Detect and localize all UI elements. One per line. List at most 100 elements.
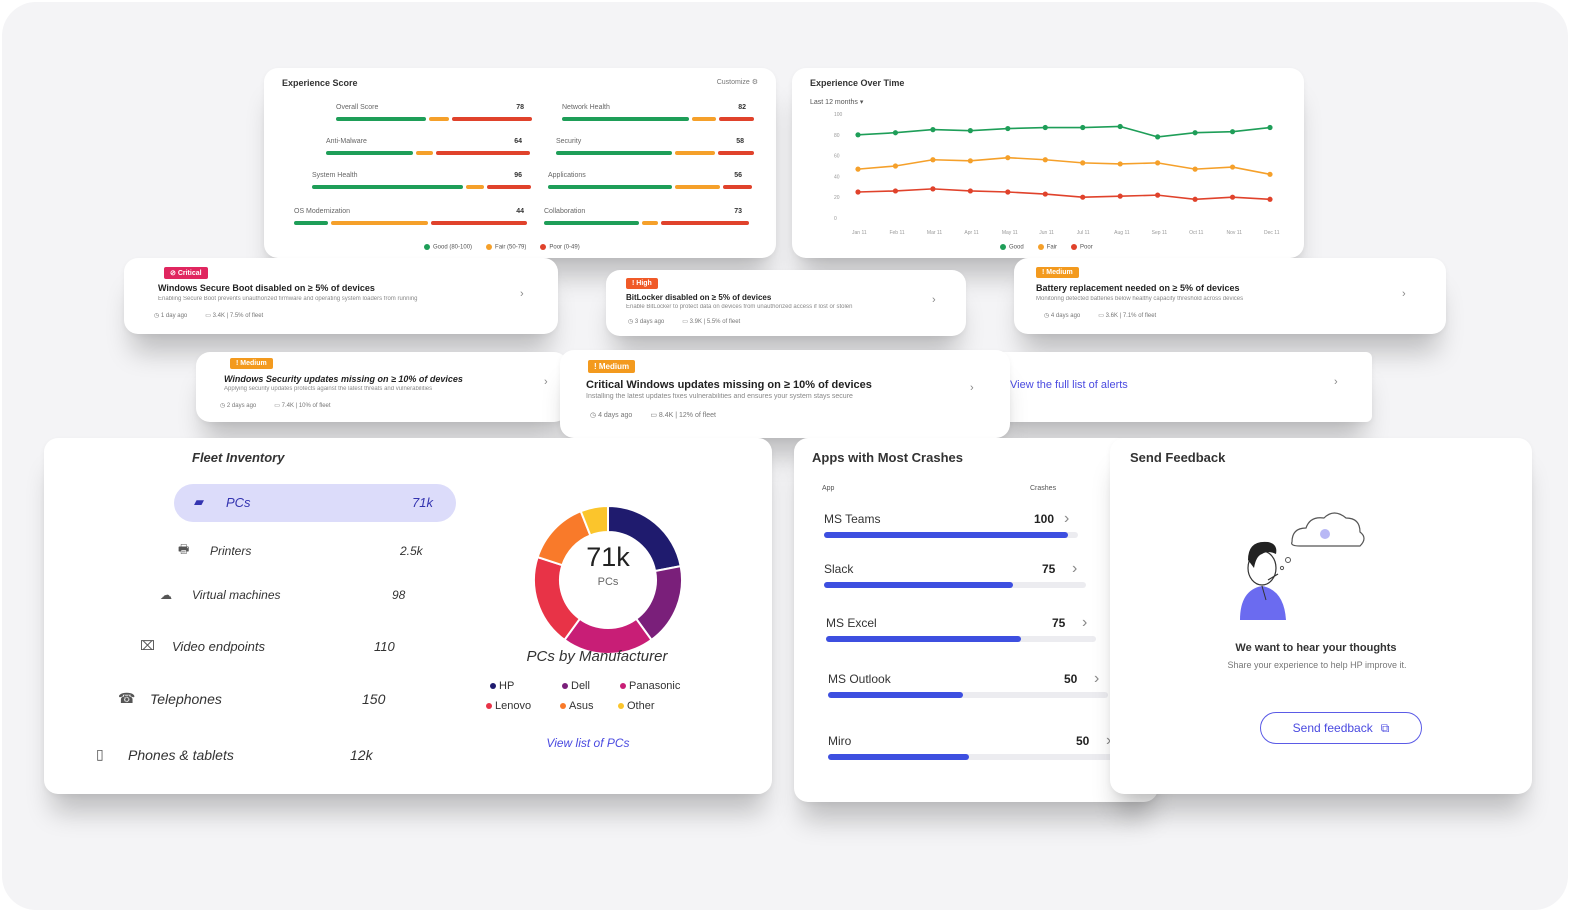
fleet-item-phones-tablets[interactable]: ▯ Phones & tablets 12k <box>96 746 373 763</box>
chevron-right-icon[interactable]: › <box>1082 614 1088 631</box>
alert-meta: ◷ 1 day ago ▭ 3.4K | 7.5% of fleet <box>154 312 263 319</box>
chevron-right-icon[interactable]: › <box>1064 510 1070 527</box>
severity-badge: ! Medium <box>230 358 273 369</box>
alert-title: Battery replacement needed on ≥ 5% of de… <box>1036 283 1240 293</box>
donut-center-value: 71k <box>586 542 630 572</box>
alert-time: ◷ 4 days ago <box>590 412 633 419</box>
app-name: MS Teams <box>824 512 881 526</box>
data-point-good <box>1042 124 1048 131</box>
alert-title: Windows Security updates missing on ≥ 10… <box>224 374 463 384</box>
series-line-good <box>857 125 1271 138</box>
metric-network-health[interactable]: Network Health 82 <box>562 104 758 128</box>
experience-over-time-title: Experience Over Time <box>810 78 905 88</box>
view-list-of-pcs-link[interactable]: View list of PCs <box>546 736 630 750</box>
chevron-right-icon[interactable]: › <box>1072 560 1078 577</box>
alert-time: ◷ 2 days ago <box>220 403 257 409</box>
fleet-item-pcs[interactable]: ▰ PCs 71k <box>194 494 433 510</box>
y-tick-label: 20 <box>834 195 840 201</box>
legend-good: Good <box>1000 244 1024 251</box>
customize-link[interactable]: Customize ⚙ <box>716 79 758 86</box>
data-point-good <box>1005 125 1011 132</box>
alert-meta: ◷ 2 days ago ▭ 7.4K | 10% of fleet <box>220 402 331 409</box>
crash-row[interactable]: MS Outlook 50 › <box>828 670 1108 702</box>
chevron-right-icon[interactable]: › <box>1402 288 1406 300</box>
fleet-inventory-title: Fleet Inventory <box>192 450 285 465</box>
data-point-fair <box>1080 160 1086 166</box>
view-all-alerts-link[interactable]: View the full list of alerts <box>1010 379 1128 391</box>
data-point-good <box>1117 123 1123 130</box>
metric-applications[interactable]: Applications 56 <box>548 172 754 196</box>
alert-full-list-card[interactable]: View the full list of alerts › <box>992 352 1372 422</box>
alert-card-security-updates[interactable]: ! Medium Windows Security updates missin… <box>196 352 568 422</box>
metric-collaboration[interactable]: Collaboration 73 <box>544 208 754 232</box>
app-name: Miro <box>828 734 852 748</box>
chevron-right-icon[interactable]: › <box>932 294 936 306</box>
fleet-item-virtual-machines[interactable]: ☁ Virtual machines 98 <box>160 588 406 602</box>
crash-bar-fill <box>824 532 1068 538</box>
legend-asus: Asus <box>560 700 593 712</box>
alert-title: BitLocker disabled on ≥ 5% of devices <box>626 293 772 302</box>
chevron-right-icon[interactable]: › <box>970 382 974 394</box>
column-crashes: Crashes <box>1030 485 1057 492</box>
crash-count: 100 <box>1034 512 1055 526</box>
data-point-good <box>1267 124 1273 131</box>
legend-good: Good (80-100) <box>424 244 472 251</box>
metric-anti-malware[interactable]: Anti-Malware 64 <box>326 138 534 162</box>
severity-badge: ! Medium <box>588 360 636 373</box>
experience-score-title: Experience Score <box>282 78 358 88</box>
chevron-right-icon[interactable]: › <box>1106 732 1112 749</box>
alert-meta: ◷ 4 days ago ▭ 8.4K | 12% of fleet <box>590 411 716 419</box>
data-point-good <box>967 128 973 134</box>
chevron-right-icon[interactable]: › <box>544 376 548 388</box>
printer-icon: 🖶 <box>178 542 190 556</box>
metric-overall[interactable]: Overall Score 78 <box>336 104 536 128</box>
alert-description: Enable BitLocker to protect data on devi… <box>626 304 853 310</box>
feedback-heading: We want to hear your thoughts <box>1235 642 1397 654</box>
legend-poor: Poor (0-49) <box>540 244 580 251</box>
send-feedback-button[interactable]: Send feedback ⧉ <box>1260 712 1422 744</box>
alert-title: Windows Secure Boot disabled on ≥ 5% of … <box>158 283 375 293</box>
fleet-inventory-card: Fleet Inventory ▰ PCs 71k 🖶 Printers 2.5… <box>44 438 772 794</box>
apps-crashes-card: Apps with Most Crashes App Crashes MS Te… <box>794 438 1158 802</box>
crash-row[interactable]: MS Excel 75 › <box>826 614 1096 646</box>
crash-row[interactable]: Miro 50 › <box>828 732 1120 764</box>
data-point-good <box>1080 124 1086 131</box>
chevron-right-icon[interactable]: › <box>1094 670 1100 687</box>
time-range-filter[interactable]: Last 12 months ▾ <box>810 99 864 106</box>
series-line-fair <box>857 156 1271 176</box>
alert-card-critical-updates[interactable]: ! Medium Critical Windows updates missin… <box>560 350 1010 438</box>
donut-center-label: PCs <box>597 576 619 588</box>
app-name: MS Excel <box>826 616 877 630</box>
data-point-fair <box>1155 160 1161 166</box>
legend-fair: Fair (50-79) <box>486 244 526 251</box>
data-point-poor <box>1267 196 1273 202</box>
y-tick-label: 60 <box>834 154 840 160</box>
metric-security[interactable]: Security 58 <box>556 138 756 162</box>
metric-system-health[interactable]: System Health 96 <box>312 172 534 196</box>
data-point-poor <box>892 188 899 194</box>
alert-meta: ◷ 3 days ago ▭ 3.9K | 5.5% of fleet <box>628 318 740 325</box>
crash-row[interactable]: MS Teams 100 › <box>824 510 1078 542</box>
alert-description: Enabling Secure Boot prevents unauthoriz… <box>158 296 418 302</box>
data-point-poor <box>930 186 936 192</box>
fleet-item-telephones[interactable]: ☎ Telephones 150 <box>118 690 386 707</box>
data-point-poor <box>1229 194 1236 200</box>
app-name: MS Outlook <box>828 672 891 686</box>
alert-devices: ▭ 8.4K | 12% of fleet <box>650 412 716 419</box>
metric-os-modernization[interactable]: OS Modernization 44 <box>294 208 536 232</box>
alert-card-bitlocker[interactable]: ! High BitLocker disabled on ≥ 5% of dev… <box>606 270 966 336</box>
cloud-icon: ☁ <box>160 588 172 602</box>
alert-card-battery[interactable]: ! Medium Battery replacement needed on ≥… <box>1014 258 1446 334</box>
alert-time: ◷ 1 day ago <box>154 313 188 319</box>
x-tick-label: Jun 11 <box>1039 230 1054 236</box>
x-tick-label: Mar 11 <box>927 230 942 236</box>
fleet-item-video-endpoints[interactable]: ⌧ Video endpoints 110 <box>140 638 395 654</box>
crash-row[interactable]: Slack 75 › <box>824 560 1086 592</box>
x-tick-label: Sep 11 <box>1152 230 1168 236</box>
alert-card-secure-boot[interactable]: ⊘ Critical Windows Secure Boot disabled … <box>124 258 558 334</box>
crash-bar-fill <box>828 692 963 698</box>
app-name: Slack <box>824 562 854 576</box>
fleet-item-printers[interactable]: 🖶 Printers 2.5k <box>178 540 438 561</box>
chevron-right-icon[interactable]: › <box>520 288 524 300</box>
chevron-right-icon[interactable]: › <box>1334 376 1338 388</box>
